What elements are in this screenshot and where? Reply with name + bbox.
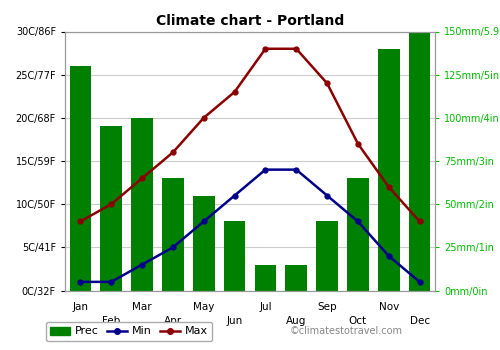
Legend: Prec, Min, Max: Prec, Min, Max [46,322,212,341]
Text: ©climatestotravel.com: ©climatestotravel.com [290,326,403,336]
Bar [100,126,122,290]
Bar [316,222,338,290]
Text: Jun: Jun [226,315,242,326]
Text: May: May [193,302,214,312]
Text: Sep: Sep [318,302,337,312]
Bar [347,178,368,290]
Title: Climate chart - Portland: Climate chart - Portland [156,14,344,28]
Text: Aug: Aug [286,315,306,326]
Text: Nov: Nov [378,302,399,312]
Bar [162,178,184,290]
Bar [409,32,430,290]
Text: Apr: Apr [164,315,182,326]
Bar [132,118,153,290]
Text: Dec: Dec [410,315,430,326]
Text: Jul: Jul [259,302,272,312]
Text: Mar: Mar [132,302,152,312]
Bar [193,196,214,290]
Bar [254,265,276,290]
Text: Jan: Jan [72,302,88,312]
Bar [70,66,91,290]
Bar [378,49,400,290]
Bar [286,265,307,290]
Text: Oct: Oct [349,315,367,326]
Text: Feb: Feb [102,315,120,326]
Bar [224,222,246,290]
